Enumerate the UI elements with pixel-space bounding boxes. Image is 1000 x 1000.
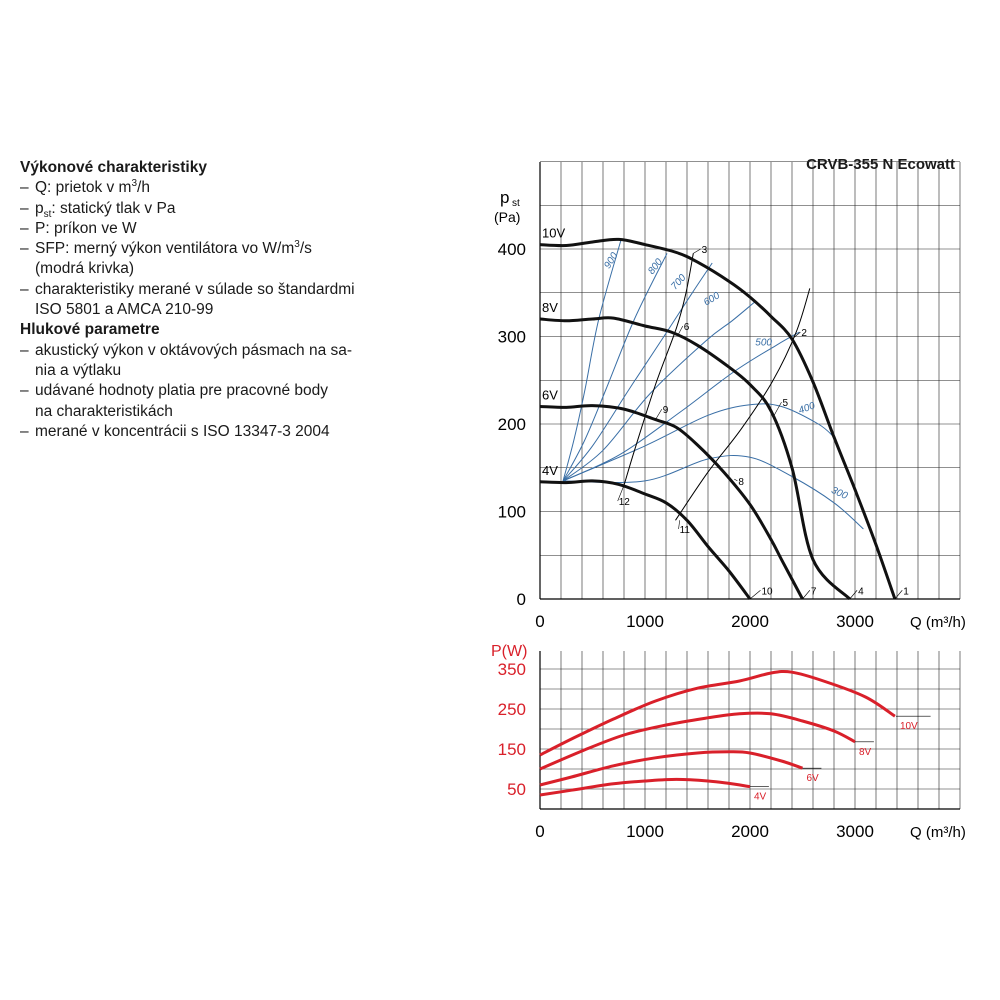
point-leader-7: [802, 590, 811, 600]
point-leader-8: [734, 478, 738, 482]
point-label-6: 6: [684, 322, 690, 333]
series-label-8V: 8V: [542, 300, 558, 315]
list-item: udávané hodnoty platia pre pracovné body…: [20, 381, 390, 422]
x-tick-label: 3000: [836, 612, 874, 631]
point-leader-9: [655, 408, 663, 420]
point-leader-1: [894, 590, 903, 600]
point-label-4: 4: [858, 586, 864, 597]
sfp-label-900: 900: [602, 250, 620, 270]
series-label-10V: 10V: [542, 226, 565, 241]
sfp-label-400: 400: [797, 400, 817, 416]
x-tick-label: 0: [535, 822, 544, 841]
y-tick-label: 400: [498, 240, 526, 259]
point-label-12: 12: [619, 497, 631, 508]
sfp-curve-300: [563, 454, 864, 530]
y-tick-label: 300: [498, 328, 526, 347]
x-tick-label: 1000: [626, 612, 664, 631]
point-label-2: 2: [801, 328, 807, 339]
noise-list: akustický výkon v oktávových pásmach na …: [20, 341, 390, 443]
power-curve-10V: [539, 669, 896, 757]
series-label-4V: 4V: [542, 463, 558, 478]
point-leader-4: [849, 590, 858, 600]
list-item: Q: prietok v m3/h: [20, 178, 390, 199]
list-item: P: príkon ve W: [20, 219, 390, 240]
list-item: SFP: merný výkon ventilátora vo W/m3/s(m…: [20, 239, 390, 280]
noise-heading: Hlukové parametre: [20, 321, 160, 339]
x-axis-title: Q (m³/h): [910, 614, 966, 631]
sfp-curve-500: [562, 331, 800, 482]
sfp-label-700: 700: [669, 272, 689, 292]
x-axis-title: Q (m³/h): [910, 824, 966, 841]
x-tick-label: 2000: [731, 612, 769, 631]
power-curve-6V: [539, 750, 803, 787]
y-axis-title: p: [500, 188, 509, 207]
point-label-3: 3: [702, 245, 708, 256]
point-label-1: 1: [903, 586, 909, 597]
power-label-8V: 8V: [859, 747, 872, 758]
y-tick-label: 200: [498, 415, 526, 434]
point-label-7: 7: [811, 586, 817, 597]
point-leader-12: [617, 485, 625, 502]
sfp-label-300: 300: [829, 485, 849, 502]
point-label-9: 9: [663, 405, 669, 416]
power-curve-8V: [539, 711, 856, 771]
sfp-label-500: 500: [755, 337, 772, 348]
y-tick-label: 50: [507, 780, 526, 799]
point-leader-3: [693, 248, 701, 254]
power-label-6V: 6V: [807, 773, 820, 784]
description-panel: Výkonové charakteristiky Q: prietok v m3…: [20, 158, 390, 442]
y-axis-title: P(W): [491, 643, 527, 660]
y-tick-label: 250: [498, 700, 526, 719]
y-axis-title-sub: st: [512, 198, 520, 209]
point-label-8: 8: [738, 477, 744, 488]
list-item: akustický výkon v oktávových pásmach na …: [20, 341, 390, 382]
x-tick-label: 3000: [836, 822, 874, 841]
performance-list: Q: prietok v m3/h pst: statický tlak v P…: [20, 178, 390, 320]
power-label-4V: 4V: [754, 792, 767, 803]
point-label-10: 10: [762, 586, 774, 597]
fan-curve-8V: [539, 316, 851, 601]
y-tick-label: 350: [498, 660, 526, 679]
sfp-label-800: 800: [646, 256, 665, 276]
sfp-curve-700: [562, 262, 713, 482]
x-tick-label: 1000: [626, 822, 664, 841]
point-leader-6: [678, 325, 684, 335]
series-label-6V: 6V: [542, 388, 558, 403]
power-curve-4V: [539, 777, 751, 797]
y-axis-unit: (Pa): [494, 209, 520, 225]
point-leader-11: [678, 520, 680, 530]
point-label-11: 11: [680, 525, 691, 536]
system-line-1: [623, 253, 694, 486]
x-tick-label: 2000: [731, 822, 769, 841]
fan-curve-6V: [539, 404, 804, 600]
fan-curve-4V: [539, 479, 752, 600]
system-line-2: [675, 288, 811, 521]
performance-heading: Výkonové charakteristiky: [20, 159, 207, 176]
y-tick-label: 100: [498, 503, 526, 522]
point-label-5: 5: [783, 398, 789, 409]
list-item: pst: statický tlak v Pa: [20, 199, 390, 220]
point-leader-5: [773, 401, 782, 416]
sfp-curve-400: [562, 403, 835, 482]
y-tick-label: 0: [517, 590, 526, 609]
sfp-curve-600: [562, 301, 756, 482]
list-item: charakteristiky merané v súlade so štand…: [20, 280, 390, 321]
power-label-10V: 10V: [900, 721, 918, 732]
y-tick-label: 150: [498, 740, 526, 759]
sfp-curve-800: [562, 253, 668, 482]
point-leader-2: [791, 331, 801, 340]
point-leader-10: [749, 590, 761, 600]
sfp-curve-900: [562, 240, 622, 482]
fan-curve-10V: [539, 237, 897, 600]
x-tick-label: 0: [535, 612, 544, 631]
list-item: merané v koncentrácii s ISO 13347-3 2004: [20, 422, 390, 443]
